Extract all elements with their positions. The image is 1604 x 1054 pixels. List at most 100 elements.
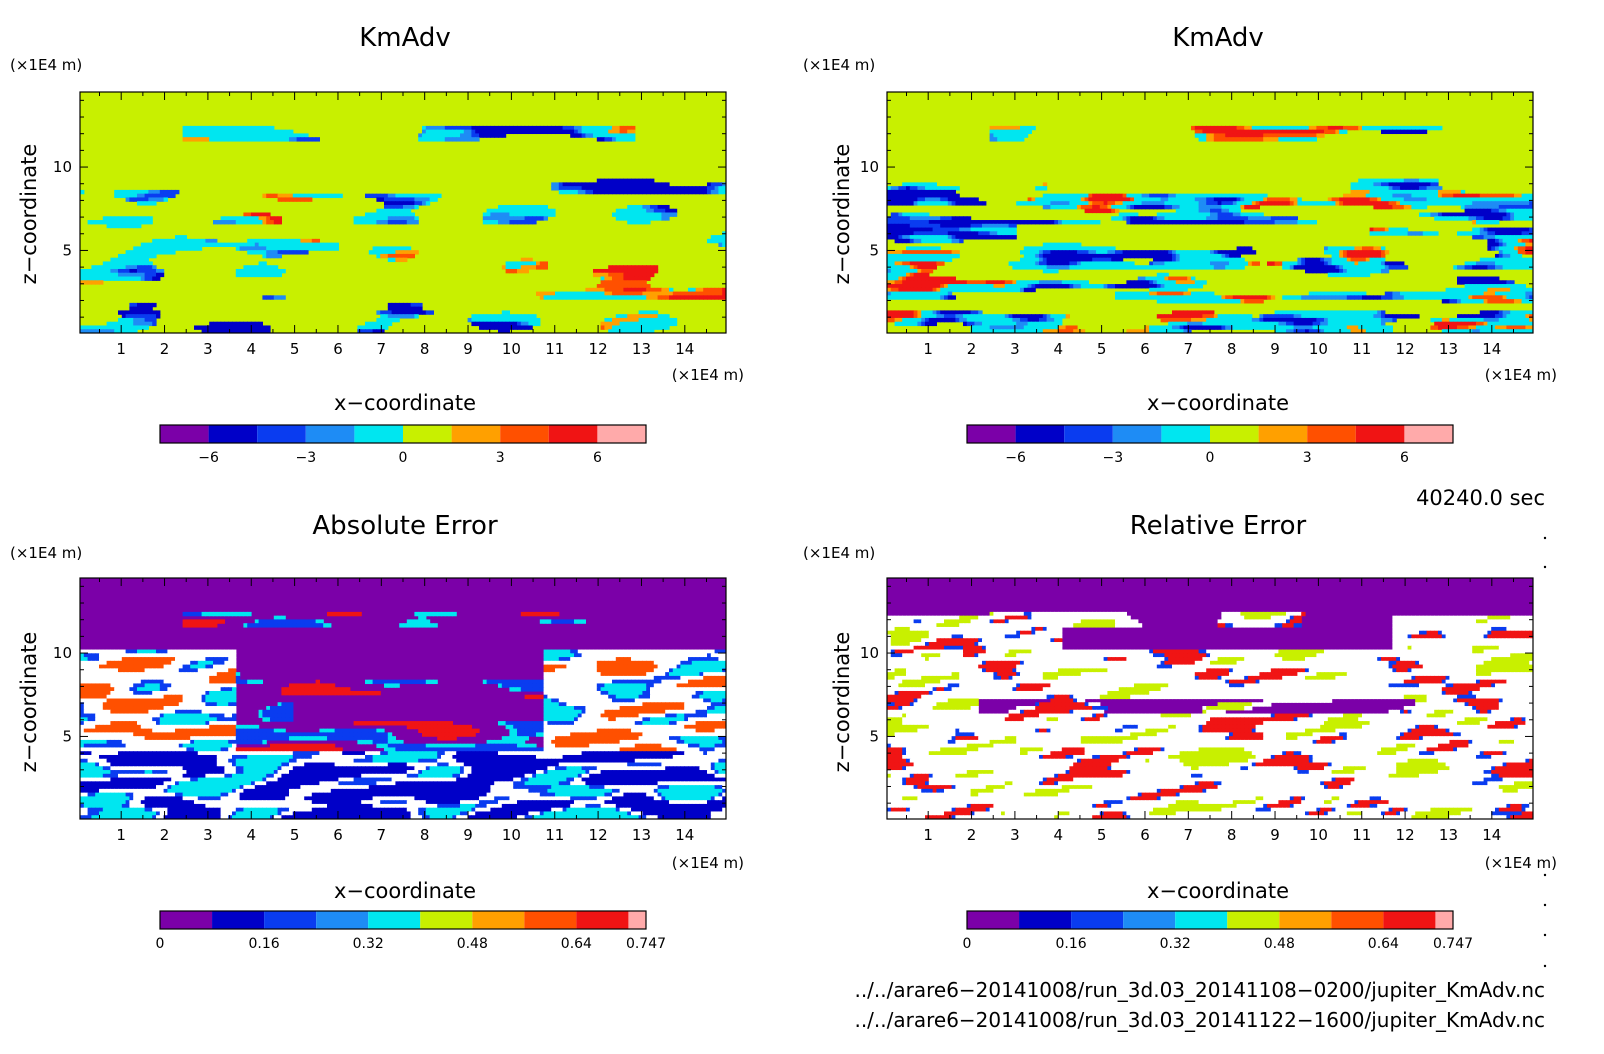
heatmap-cell [1365,253,1371,259]
heatmap-cell [1126,253,1131,259]
heatmap-cell [1164,287,1169,293]
heatmap-cell [1194,204,1200,210]
heatmap-cell [631,291,636,296]
heatmap-cell [1168,253,1173,259]
heatmap-cell [898,280,903,285]
heatmap-cell [254,129,260,135]
heatmap-cell [144,310,149,315]
heatmap-cell [1156,295,1162,300]
heatmap-cell [982,284,987,289]
heatmap-cell [1407,189,1412,195]
heatmap-cell [1244,197,1249,202]
heatmap-cell [1145,295,1150,300]
heatmap-cell [1210,253,1215,259]
heatmap-cell [585,189,590,195]
heatmap-cell [1039,265,1044,270]
heatmap-cell [627,325,632,330]
heatmap-cell [638,276,643,281]
heatmap-cell [890,189,896,195]
heatmap-cell [1502,310,1507,315]
heatmap-cell [1244,246,1249,251]
heatmap-cell [232,137,237,142]
heatmap-cell [243,268,248,274]
heatmap-cell [513,261,518,266]
heatmap-cell [608,268,613,274]
heatmap-cell [619,329,624,333]
heatmap-cell [1065,201,1070,206]
heatmap-cell [1210,129,1215,135]
heatmap-cell [1027,201,1032,206]
heatmap-cell [913,295,918,300]
heatmap-cell [688,189,693,195]
heatmap-cell [1039,250,1044,255]
heatmap-cell [1236,193,1241,199]
heatmap-cell [1495,220,1500,225]
heatmap-cell [566,182,571,187]
heatmap-cell [894,186,899,191]
heatmap-cell [966,201,972,206]
heatmap-cell [585,295,590,300]
heatmap-cell [966,223,972,229]
heatmap-cell [1381,204,1386,210]
heatmap-cell [627,284,632,289]
heatmap-cell [380,193,385,199]
heatmap-cell [1194,125,1200,131]
heatmap-cell [1316,125,1321,131]
heatmap-cell [898,265,903,270]
heatmap-cell [955,238,960,244]
heatmap-cell [144,302,149,308]
heatmap-cell [631,189,636,195]
heatmap-cell [1149,220,1154,225]
heatmap-cell [547,291,552,296]
heatmap-cell [1479,208,1485,214]
heatmap-cell [1229,265,1234,270]
heatmap-cell [669,212,674,217]
heatmap-cell [1491,246,1496,251]
heatmap-cell [102,261,108,266]
heatmap-cell [1221,137,1226,142]
heatmap-cell [1388,178,1393,183]
heatmap-cell [1187,220,1192,225]
heatmap-cell [1194,253,1200,259]
heatmap-cell [1077,265,1082,270]
heatmap-cell [406,306,412,312]
heatmap-cell [1172,295,1177,300]
heatmap-cell [1244,250,1249,255]
heatmap-cell [631,220,636,225]
heatmap-cell [661,317,666,323]
heatmap-cell [1248,137,1253,142]
heatmap-cell [1232,220,1238,225]
heatmap-cell [672,317,678,323]
heatmap-cell [1035,253,1040,259]
heatmap-cell [384,204,389,210]
heatmap-cell [220,137,225,142]
heatmap-cell [1415,201,1420,206]
heatmap-cell [1160,299,1165,304]
heatmap-cell [1479,276,1485,281]
heatmap-cell [944,235,949,240]
heatmap-cell [152,189,157,195]
heatmap-cell [1023,220,1029,225]
heatmap-cell [148,310,153,315]
heatmap-cell [281,250,286,255]
heatmap-cell [1042,197,1048,202]
heatmap-cell [619,133,624,138]
heatmap-cell [615,329,621,333]
heatmap-cell [932,257,937,263]
heatmap-cell [619,208,624,214]
heatmap-cell [631,129,636,135]
heatmap-cell [178,246,184,251]
heatmap-cell [403,302,408,308]
heatmap-cell [909,250,915,255]
heatmap-cell [1012,231,1017,236]
heatmap-cell [1088,220,1093,225]
heatmap-cell [909,227,915,232]
heatmap-cell [1103,193,1108,199]
heatmap-cell [91,272,96,278]
heatmap-cell [947,295,953,300]
heatmap-cell [581,291,586,296]
heatmap-cell [722,291,726,296]
heatmap-cell [1514,231,1519,236]
heatmap-cell [1240,216,1245,221]
heatmap-cell [1510,193,1515,199]
